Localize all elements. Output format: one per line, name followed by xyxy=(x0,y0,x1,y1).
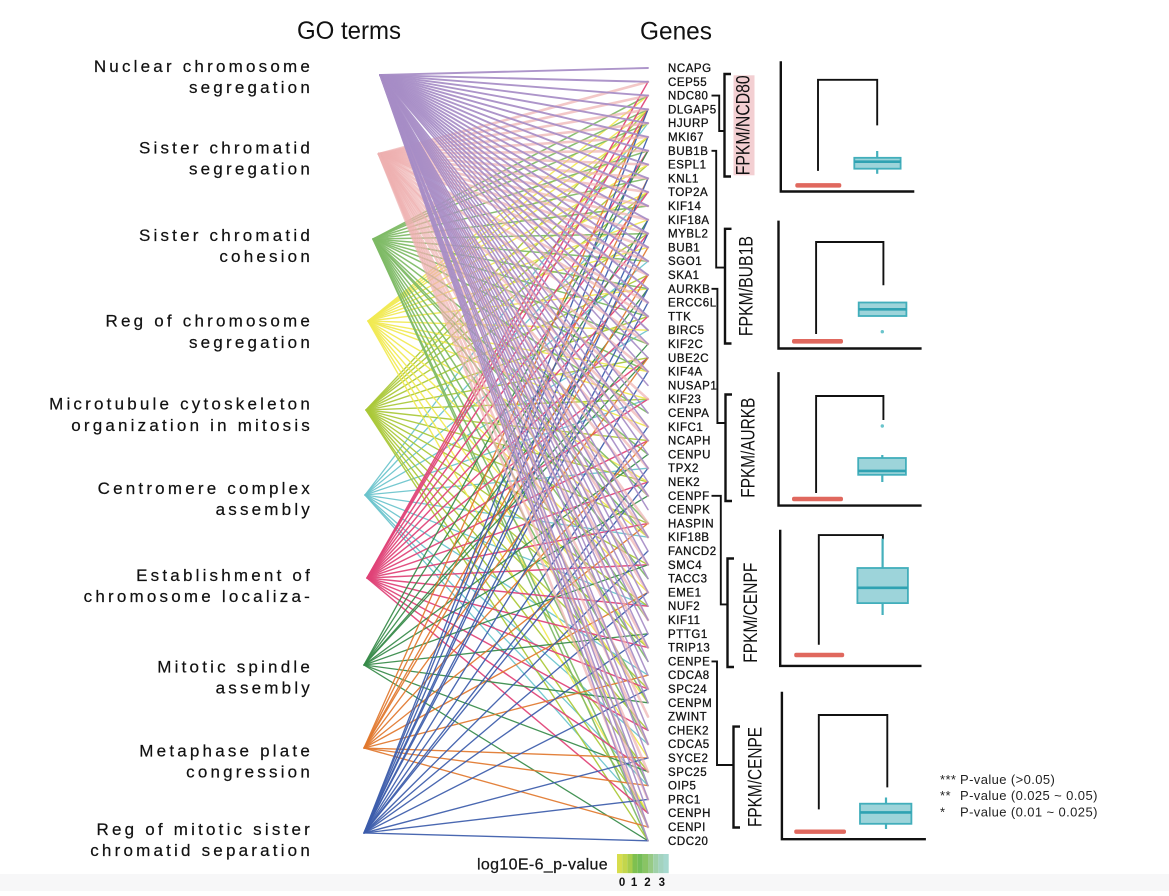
svg-text:KIF4A: KIF4A xyxy=(668,367,703,379)
svg-text:*: * xyxy=(940,804,945,819)
svg-text:KIF11: KIF11 xyxy=(668,615,701,627)
svg-text:ZWINT: ZWINT xyxy=(668,712,707,724)
svg-text:TRIP13: TRIP13 xyxy=(668,643,710,655)
svg-text:CDCA8: CDCA8 xyxy=(668,670,710,682)
svg-text:ESPL1: ESPL1 xyxy=(668,160,707,172)
svg-text:KNL1: KNL1 xyxy=(668,173,699,185)
svg-text:SPC24: SPC24 xyxy=(668,684,707,696)
svg-text:SKA1: SKA1 xyxy=(668,270,700,282)
svg-text:CENPH: CENPH xyxy=(668,808,711,820)
svg-text:2: 2 xyxy=(644,877,650,889)
svg-text:CEP55: CEP55 xyxy=(668,77,707,89)
svg-text:CENPK: CENPK xyxy=(668,505,710,517)
svg-text:OIP5: OIP5 xyxy=(668,781,696,793)
svg-text:MKI67: MKI67 xyxy=(668,132,704,144)
svg-text:**: ** xyxy=(940,788,951,803)
svg-text:PRC1: PRC1 xyxy=(668,794,701,806)
svg-text:Establishment of: Establishment of xyxy=(136,566,313,585)
svg-text:Sister chromatid: Sister chromatid xyxy=(139,139,313,158)
svg-text:TACC3: TACC3 xyxy=(668,574,708,586)
svg-text:SMC4: SMC4 xyxy=(668,560,702,572)
svg-text:NEK2: NEK2 xyxy=(668,477,700,489)
svg-text:CENPU: CENPU xyxy=(668,449,711,461)
svg-text:***: *** xyxy=(940,772,956,787)
svg-text:segregation: segregation xyxy=(189,78,313,97)
svg-text:NUF2: NUF2 xyxy=(668,601,700,613)
svg-text:BIRC5: BIRC5 xyxy=(668,325,705,337)
svg-text:CHEK2: CHEK2 xyxy=(668,725,709,737)
svg-text:SPC25: SPC25 xyxy=(668,767,707,779)
svg-text:FPKM/CENPF: FPKM/CENPF xyxy=(741,563,762,663)
svg-text:UBE2C: UBE2C xyxy=(668,353,709,365)
svg-text:Microtubule cytoskeleton: Microtubule cytoskeleton xyxy=(49,395,313,414)
svg-text:KIF14: KIF14 xyxy=(668,201,701,213)
svg-text:FANCD2: FANCD2 xyxy=(668,546,717,558)
svg-text:segregation: segregation xyxy=(189,160,313,179)
svg-text:KIF2C: KIF2C xyxy=(668,339,703,351)
svg-text:HASPIN: HASPIN xyxy=(668,518,714,530)
svg-text:CDC20: CDC20 xyxy=(668,836,708,848)
svg-text:DLGAP5: DLGAP5 xyxy=(668,104,717,116)
svg-text:Mitotic spindle: Mitotic spindle xyxy=(157,658,313,677)
svg-text:0: 0 xyxy=(619,877,625,889)
svg-text:CENPE: CENPE xyxy=(668,656,710,668)
svg-text:KIFC1: KIFC1 xyxy=(668,422,703,434)
svg-text:P-value (>0.05): P-value (>0.05) xyxy=(960,772,1055,787)
svg-text:assembly: assembly xyxy=(216,679,313,698)
svg-text:3: 3 xyxy=(659,877,665,889)
svg-text:NCAPH: NCAPH xyxy=(668,436,711,448)
svg-text:ERCC6L: ERCC6L xyxy=(668,298,717,310)
svg-text:TTK: TTK xyxy=(668,311,691,323)
svg-text:Centromere complex: Centromere complex xyxy=(98,479,313,498)
svg-text:KIF23: KIF23 xyxy=(668,394,701,406)
svg-text:assembly: assembly xyxy=(216,500,313,519)
svg-text:FPKM/NCD80: FPKM/NCD80 xyxy=(734,75,755,175)
svg-text:NUSAP1: NUSAP1 xyxy=(668,380,717,392)
svg-text:EME1: EME1 xyxy=(668,587,702,599)
svg-text:Reg of chromosome: Reg of chromosome xyxy=(106,312,313,331)
svg-text:NDC80: NDC80 xyxy=(668,91,708,103)
svg-text:CENPF: CENPF xyxy=(668,491,710,503)
svg-text:1: 1 xyxy=(631,877,638,889)
svg-text:Genes: Genes xyxy=(640,18,712,46)
svg-text:MYBL2: MYBL2 xyxy=(668,229,708,241)
svg-text:KIF18A: KIF18A xyxy=(668,215,710,227)
svg-text:Metaphase plate: Metaphase plate xyxy=(139,742,313,761)
svg-text:FPKM/CENPE: FPKM/CENPE xyxy=(746,727,767,827)
svg-text:GO terms: GO terms xyxy=(297,17,401,45)
svg-text:NCAPG: NCAPG xyxy=(668,63,712,75)
svg-text:P-value (0.01 ~ 0.025): P-value (0.01 ~ 0.025) xyxy=(960,804,1098,819)
svg-text:cohesion: cohesion xyxy=(219,247,313,266)
svg-text:SYCE2: SYCE2 xyxy=(668,753,708,765)
svg-text:congression: congression xyxy=(186,763,313,782)
svg-text:log10E-6_p-value: log10E-6_p-value xyxy=(477,857,608,874)
svg-text:chromatid separation: chromatid separation xyxy=(90,841,313,860)
svg-text:chromosome localiza-: chromosome localiza- xyxy=(84,587,313,606)
svg-text:PTTG1: PTTG1 xyxy=(668,629,708,641)
svg-text:HJURP: HJURP xyxy=(668,118,709,130)
svg-text:Sister chromatid: Sister chromatid xyxy=(139,226,313,245)
svg-text:FPKM/AURKB: FPKM/AURKB xyxy=(739,398,760,498)
svg-text:Nuclear chromosome: Nuclear chromosome xyxy=(94,57,313,76)
svg-text:KIF18B: KIF18B xyxy=(668,532,710,544)
svg-text:P-value (0.025 ~ 0.05): P-value (0.025 ~ 0.05) xyxy=(960,788,1098,803)
svg-text:BUB1B: BUB1B xyxy=(668,146,708,158)
svg-text:organization in mitosis: organization in mitosis xyxy=(71,416,313,435)
svg-text:SGO1: SGO1 xyxy=(668,256,702,268)
svg-text:CENPA: CENPA xyxy=(668,408,710,420)
svg-text:TOP2A: TOP2A xyxy=(668,187,708,199)
svg-text:AURKB: AURKB xyxy=(668,284,710,296)
svg-text:FPKM/BUB1B: FPKM/BUB1B xyxy=(737,236,758,336)
svg-text:segregation: segregation xyxy=(189,333,313,352)
svg-text:TPX2: TPX2 xyxy=(668,463,699,475)
svg-text:BUB1: BUB1 xyxy=(668,242,700,254)
svg-text:CDCA5: CDCA5 xyxy=(668,739,710,751)
svg-text:CENPM: CENPM xyxy=(668,698,712,710)
svg-text:CENPI: CENPI xyxy=(668,822,706,834)
svg-text:Reg of mitotic sister: Reg of mitotic sister xyxy=(97,820,313,839)
